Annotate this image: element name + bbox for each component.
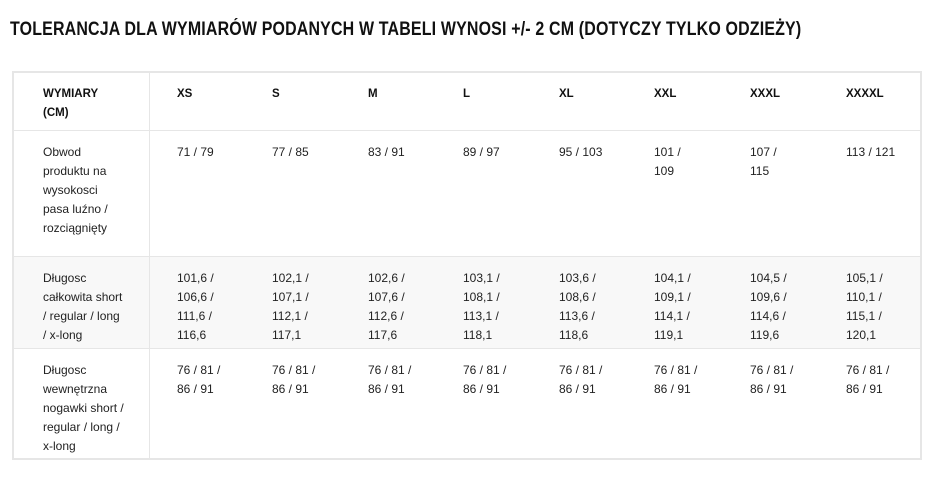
table-cell: 103,6 / 108,6 / 113,6 / 118,6	[559, 271, 596, 342]
table-cell: 77 / 85	[272, 145, 309, 159]
table-cell: 76 / 81 / 86 / 91	[846, 363, 890, 396]
page-title: TOLERANCJA DLA WYMIARÓW PODANYCH W TABEL…	[10, 19, 802, 40]
table-cell: 76 / 81 / 86 / 91	[272, 363, 316, 396]
size-header-7: XXXXL	[846, 88, 884, 100]
size-header-0: XS	[177, 88, 193, 100]
row-label: Długosc wewnętrzna nogawki short / regul…	[43, 363, 124, 453]
table-cell: 102,1 / 107,1 / 112,1 / 117,1	[272, 271, 309, 342]
table-row: Długosc wewnętrzna nogawki short / regul…	[14, 348, 920, 459]
table-row: Obwod produktu na wysokosci pasa luźno /…	[14, 130, 920, 256]
table-cell: 76 / 81 / 86 / 91	[654, 363, 698, 396]
table-cell: 76 / 81 / 86 / 91	[750, 363, 794, 396]
size-table: WYMIARY (CM) XS S M L XL XXL XXXL XXXXL Obwod p…	[12, 71, 922, 460]
table-cell: 89 / 97	[463, 145, 500, 159]
row-label-cell: Obwod produktu na wysokosci pasa luźno /…	[14, 131, 150, 256]
table-cell: 83 / 91	[368, 145, 405, 159]
table-cell: 107 / 115	[750, 145, 777, 178]
table-cell: 102,6 / 107,6 / 112,6 / 117,6	[368, 271, 405, 342]
table-row: Długosc całkowita short / regular / long…	[14, 256, 920, 348]
size-header-1: S	[272, 88, 280, 100]
size-header-6: XXXL	[750, 88, 781, 100]
table-cell: 105,1 / 110,1 / 115,1 / 120,1	[846, 271, 883, 342]
table-cell: 101,6 / 106,6 / 111,6 / 116,6	[177, 271, 214, 342]
table-cell: 101 / 109	[654, 145, 681, 178]
table-header-row: WYMIARY (CM) XS S M L XL XXL XXXL XXXXL	[14, 73, 920, 130]
size-header-5: XXL	[654, 88, 677, 100]
row-label: Długosc całkowita short / regular / long…	[43, 271, 123, 342]
header-label: WYMIARY (CM)	[43, 88, 98, 119]
table-cell: 113 / 121	[846, 145, 896, 159]
row-label-cell: Długosc wewnętrzna nogawki short / regul…	[14, 349, 150, 459]
row-label-cell: Długosc całkowita short / regular / long…	[14, 257, 150, 348]
row-label: Obwod produktu na wysokosci pasa luźno /…	[43, 145, 108, 235]
table-cell: 104,1 / 109,1 / 114,1 / 119,1	[654, 271, 691, 342]
table-cell: 103,1 / 108,1 / 113,1 / 118,1	[463, 271, 500, 342]
table-cell: 104,5 / 109,6 / 114,6 / 119,6	[750, 271, 787, 342]
table-cell: 76 / 81 / 86 / 91	[368, 363, 412, 396]
table-cell: 76 / 81 / 86 / 91	[463, 363, 507, 396]
table-cell: 76 / 81 / 86 / 91	[177, 363, 221, 396]
size-header-4: XL	[559, 88, 574, 100]
header-label-cell: WYMIARY (CM)	[14, 73, 150, 130]
table-cell: 71 / 79	[177, 145, 214, 159]
table-cell: 95 / 103	[559, 145, 603, 159]
size-header-2: M	[368, 88, 378, 100]
size-header-3: L	[463, 88, 471, 100]
table-cell: 76 / 81 / 86 / 91	[559, 363, 603, 396]
